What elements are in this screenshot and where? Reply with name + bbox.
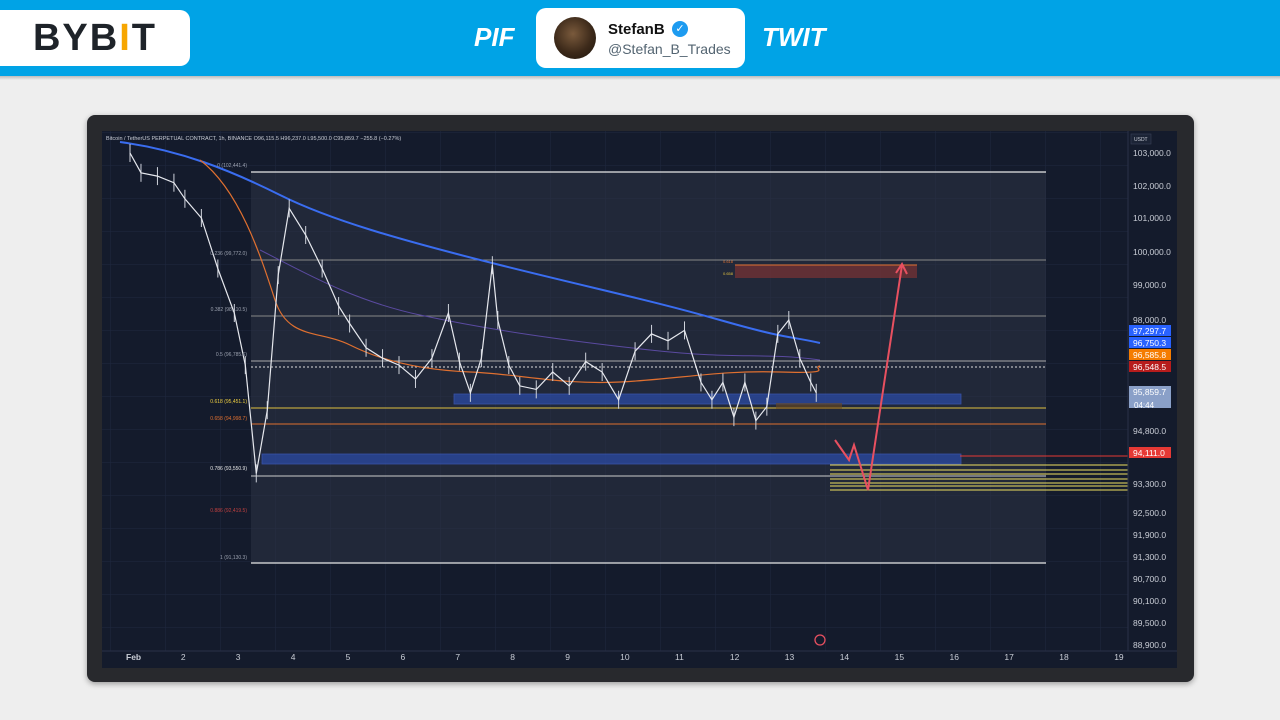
support-zone-lower — [261, 453, 962, 465]
small-orange-zone — [776, 403, 842, 409]
y-tick-label: 92,500.0 — [1133, 508, 1166, 518]
y-tick-label: 103,000.0 — [1133, 148, 1171, 158]
price-badge — [1129, 337, 1171, 348]
x-tick-label: 14 — [840, 652, 850, 662]
fib-label: 0 (102,441.4) — [217, 163, 247, 169]
verified-badge-icon: ✓ — [672, 21, 688, 37]
chart-area[interactable]: Bitcoin / TetherUS PERPETUAL CONTRACT, 1… — [102, 131, 1177, 668]
x-tick-label: 15 — [895, 652, 905, 662]
y-tick-label: 91,900.0 — [1133, 530, 1166, 540]
x-tick-label: 9 — [565, 652, 570, 662]
x-tick-label: 16 — [950, 652, 960, 662]
y-tick-label: 88,900.0 — [1133, 640, 1166, 650]
left-tag: PIF — [474, 22, 515, 52]
projection-arrow — [834, 264, 903, 491]
brand-logo: BYBIT — [32, 16, 157, 59]
small-fib-label-1: 0.618 — [723, 259, 734, 264]
x-tick-label: 4 — [291, 652, 296, 662]
fib-label: 0.886 (92,419.5) — [210, 508, 247, 514]
x-tick-label: 3 — [236, 652, 241, 662]
price-badge-label: 95,859.7 — [1133, 387, 1166, 397]
support-zone-upper — [453, 393, 962, 405]
x-tick-label: 5 — [346, 652, 351, 662]
price-badge — [1129, 447, 1171, 458]
y-tick-label: 98,000.0 — [1133, 315, 1166, 325]
banner-shadow — [0, 76, 1280, 80]
resistance-zone — [735, 265, 917, 278]
price-badge — [1129, 325, 1171, 336]
x-tick-label: 8 — [510, 652, 515, 662]
ma-blue-line — [119, 141, 821, 344]
x-tick-label: 19 — [1114, 652, 1124, 662]
price-badge-label: 96,750.3 — [1133, 338, 1166, 348]
y-tick-label: 101,000.0 — [1133, 213, 1171, 223]
y-tick-label: 102,000.0 — [1133, 181, 1171, 191]
y-tick-label: 90,700.0 — [1133, 574, 1166, 584]
fib-label: 0.236 (99,772.0) — [210, 251, 247, 257]
currency-label: USDT — [1134, 137, 1148, 143]
y-tick-label: 90,100.0 — [1133, 596, 1166, 606]
small-fib-label-2: 0.658 — [723, 271, 734, 276]
fib-label: 0.786 (93,550.9) — [210, 466, 247, 472]
price-badge-label: 96,585.8 — [1133, 350, 1166, 360]
x-tick-label: 17 — [1004, 652, 1014, 662]
x-tick-label: 6 — [401, 652, 406, 662]
profile-handle: @Stefan_B_Trades — [608, 41, 731, 57]
x-tick-label: 7 — [455, 652, 460, 662]
x-tick-label: 2 — [181, 652, 186, 662]
fib-label: 0.618 (95,451.1) — [210, 399, 247, 405]
fib-label: 0.5 (96,785.6) — [216, 352, 247, 358]
right-tag: TWIT — [762, 22, 826, 52]
ma-purple-line — [259, 249, 821, 361]
x-tick-label: 12 — [730, 652, 740, 662]
time-marker-icon — [814, 634, 826, 646]
x-axis-ticks: Feb 2 3 4 5 6 7 8 9 10 11 12 13 14 15 16 17 18 19 — [126, 652, 1124, 662]
projection-arrowhead — [895, 262, 908, 275]
fib-label: 0.382 (98,110.5) — [211, 307, 248, 313]
y-tick-label: 100,000.0 — [1133, 247, 1171, 257]
symbol-line: Bitcoin / TetherUS PERPETUAL CONTRACT, 1… — [106, 136, 401, 142]
brand-logo-card[interactable]: BYBIT — [0, 10, 190, 66]
ma-orange-line — [199, 159, 821, 384]
price-series — [129, 144, 817, 483]
profile-card[interactable]: StefanB ✓ @Stefan_B_Trades — [536, 8, 745, 68]
price-badge — [1129, 361, 1171, 372]
currency-box[interactable] — [1130, 133, 1152, 145]
x-tick-label: 11 — [675, 652, 684, 662]
price-badge — [1129, 349, 1171, 360]
fib-label: 1 (91,130.3) — [220, 555, 247, 561]
y-axis-ticks: 103,000.0 102,000.0 101,000.0 100,000.0 99,0… — [1133, 148, 1171, 650]
x-tick-label: 10 — [620, 652, 630, 662]
y-tick-label: 99,000.0 — [1133, 280, 1166, 290]
price-badge-label: 94,111.0 — [1133, 448, 1165, 458]
x-tick-label: Feb — [126, 652, 141, 662]
price-badge — [1129, 386, 1171, 408]
price-chart[interactable]: Bitcoin / TetherUS PERPETUAL CONTRACT, 1… — [102, 131, 1177, 668]
y-tick-label: 93,300.0 — [1133, 479, 1166, 489]
avatar — [554, 17, 596, 59]
x-tick-label: 18 — [1059, 652, 1069, 662]
x-tick-label: 13 — [785, 652, 795, 662]
y-tick-label: 89,500.0 — [1133, 618, 1166, 628]
y-tick-label: 94,800.0 — [1133, 426, 1166, 436]
profile-name: StefanB — [608, 21, 665, 38]
price-line — [129, 152, 817, 474]
countdown-label: 04:44 — [1134, 401, 1155, 410]
y-tick-label: 91,300.0 — [1133, 552, 1166, 562]
fib-labels: 0 (102,441.4) 0.236 (99,772.0) 0.382 (98,1… — [210, 163, 247, 561]
price-badge-label: 97,297.7 — [1133, 326, 1166, 336]
price-badges: 97,297.7 96,750.3 96,585.8 96,548.5 95,859.7… — [1129, 325, 1171, 458]
price-badge-label: 96,548.5 — [1133, 362, 1166, 372]
fib-label: 0.658 (94,998.7) — [210, 416, 247, 422]
